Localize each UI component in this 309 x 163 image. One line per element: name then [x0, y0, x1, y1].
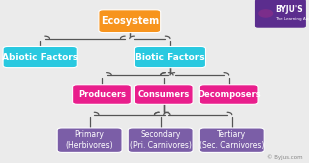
- FancyBboxPatch shape: [134, 85, 193, 104]
- FancyBboxPatch shape: [99, 10, 161, 33]
- Text: © Byjus.com: © Byjus.com: [267, 154, 303, 160]
- Text: Primary
(Herbivores): Primary (Herbivores): [66, 130, 113, 150]
- Text: BYJU'S: BYJU'S: [275, 5, 303, 14]
- FancyBboxPatch shape: [128, 128, 193, 152]
- Text: Tertiary
(Sec. Carnivores): Tertiary (Sec. Carnivores): [199, 130, 265, 150]
- Text: Ecosystem: Ecosystem: [101, 16, 159, 26]
- Text: Abiotic Factors: Abiotic Factors: [2, 52, 78, 62]
- FancyBboxPatch shape: [73, 85, 131, 104]
- FancyBboxPatch shape: [255, 0, 306, 28]
- FancyBboxPatch shape: [134, 46, 205, 68]
- FancyBboxPatch shape: [57, 128, 122, 152]
- FancyBboxPatch shape: [3, 46, 77, 68]
- Text: Decomposers: Decomposers: [197, 90, 260, 99]
- FancyBboxPatch shape: [199, 85, 258, 104]
- FancyBboxPatch shape: [199, 128, 264, 152]
- Text: Biotic Factors: Biotic Factors: [135, 52, 205, 62]
- Circle shape: [259, 10, 273, 17]
- Text: Consumers: Consumers: [138, 90, 190, 99]
- Text: Secondary
(Pri. Carnivores): Secondary (Pri. Carnivores): [130, 130, 192, 150]
- Text: Producers: Producers: [78, 90, 126, 99]
- Text: The Learning App: The Learning App: [275, 17, 309, 21]
